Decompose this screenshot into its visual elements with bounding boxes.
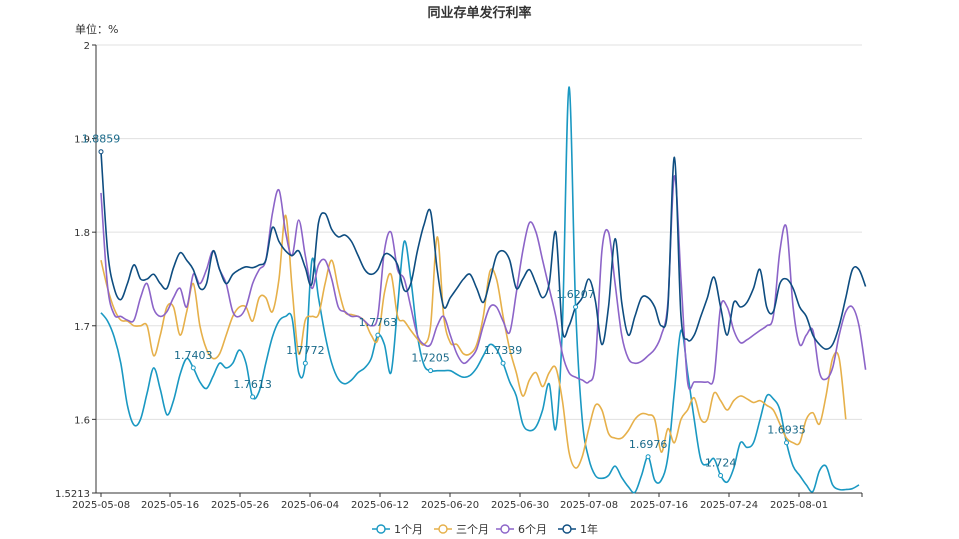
data-label: 1.6976 <box>629 438 668 451</box>
x-tick-label: 2025-06-12 <box>351 500 409 511</box>
y-tick-label: 1.6 <box>74 415 90 426</box>
data-label: 1.7772 <box>286 344 325 357</box>
y-tick-label: 1.9 <box>74 135 90 146</box>
y-unit-label: 单位：% <box>75 23 119 36</box>
data-point <box>573 304 579 310</box>
series-line-1 <box>100 214 847 469</box>
chart-title: 同业存单发行利率 <box>427 6 532 21</box>
x-tick-label: 2025-06-20 <box>421 500 479 511</box>
legend-label-1: 三个月 <box>456 523 489 536</box>
legend-label-0: 1个月 <box>394 523 423 536</box>
series-line-0 <box>100 86 860 494</box>
data-label: 1.7339 <box>484 344 523 357</box>
data-point <box>783 440 789 446</box>
grid-lines <box>96 44 862 420</box>
data-point <box>428 368 434 374</box>
data-label: 1.6207 <box>556 288 595 301</box>
legend-marker-2 <box>500 524 510 534</box>
legend-label-3: 1年 <box>580 522 598 536</box>
data-point <box>500 360 506 366</box>
x-tick-label: 2025-05-08 <box>72 500 130 511</box>
data-labels: 1.8859 1.7403 1.7613 1.7772 1.7763 1.7205 1.73… <box>82 133 806 478</box>
data-label: 1.8859 <box>82 133 121 146</box>
data-label: 1.7613 <box>233 378 272 391</box>
data-label: 1.724 <box>705 456 737 469</box>
y-tick-label: 1.7 <box>74 322 90 333</box>
data-point <box>190 365 196 371</box>
series-line-3 <box>100 151 867 351</box>
data-label: 1.7403 <box>174 349 213 362</box>
legend-marker-0 <box>376 524 386 534</box>
y-tick-label: 1.5213 <box>55 489 90 500</box>
x-tick-label: 2025-05-16 <box>141 500 199 511</box>
x-tick-label: 2025-05-26 <box>211 500 269 511</box>
x-tick-label: 2025-06-04 <box>281 500 339 511</box>
data-point <box>718 472 724 478</box>
data-point <box>98 149 104 155</box>
series-lines <box>100 86 867 494</box>
data-label: 1.7205 <box>411 352 450 365</box>
data-label: 1.6935 <box>767 424 806 437</box>
legend-marker-3 <box>562 524 572 534</box>
y-tick-label: 2 <box>84 41 90 52</box>
series-line-2 <box>100 175 867 391</box>
legend: 1个月 三个月 6个月 1年 <box>372 522 598 536</box>
y-tick-label: 1.8 <box>74 228 90 239</box>
x-tick-label: 2025-07-24 <box>700 500 758 511</box>
x-tick-label: 2025-07-08 <box>560 500 618 511</box>
legend-label-2: 6个月 <box>518 523 547 536</box>
data-point <box>250 394 256 400</box>
x-tick-label: 2025-08-01 <box>770 500 828 511</box>
data-label: 1.7763 <box>359 316 398 329</box>
x-tick-label: 2025-07-16 <box>630 500 688 511</box>
data-point <box>375 332 381 338</box>
data-point <box>645 454 651 460</box>
data-point <box>302 360 308 366</box>
legend-marker-1 <box>438 524 448 534</box>
x-tick-label: 2025-06-30 <box>491 500 549 511</box>
